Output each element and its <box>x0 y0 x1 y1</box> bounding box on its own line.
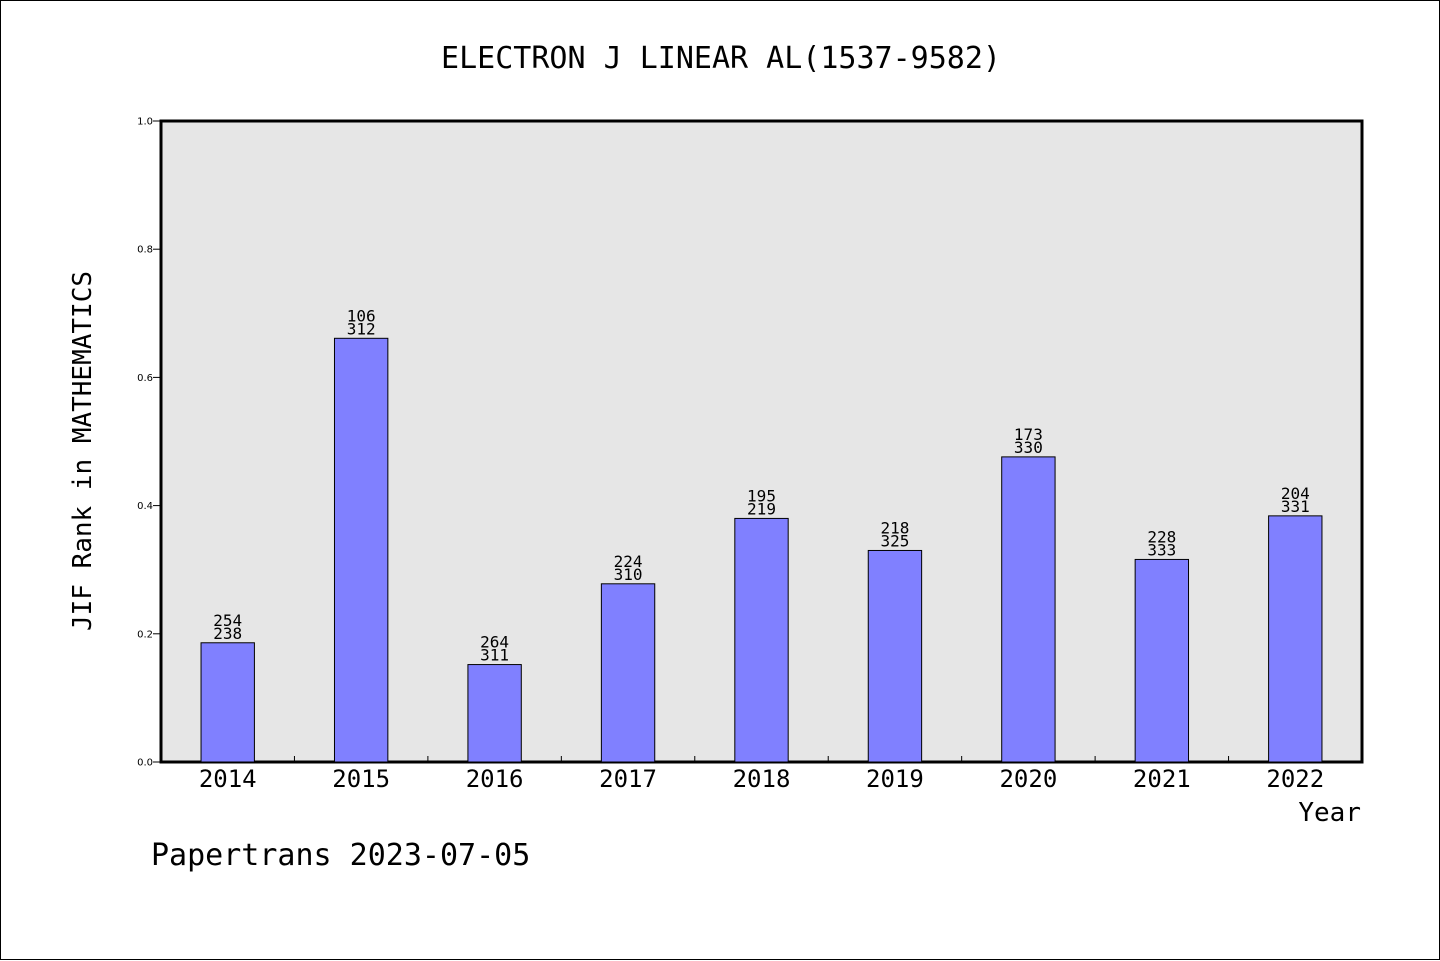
x-tick-label: 2014 <box>199 765 257 793</box>
footer-credit: Papertrans 2023-07-05 <box>151 838 530 873</box>
bar-total-label: 330 <box>1014 438 1043 457</box>
x-tick-label: 2021 <box>1133 765 1191 793</box>
x-axis-tick-labels: 2014 2015 2016 2017 2018 2019 2020 2021 2022 <box>199 765 1324 793</box>
bar-2014 <box>200 642 255 763</box>
x-tick-label: 2015 <box>332 765 390 793</box>
bar-rank-label: 228 <box>1147 527 1176 546</box>
bar-total-label: 331 <box>1281 497 1310 516</box>
bar-rank-label: 106 <box>347 306 376 325</box>
x-axis-title: Year <box>1298 798 1361 828</box>
bar-2016 <box>467 664 522 763</box>
x-tick-label: 2019 <box>866 765 924 793</box>
y-axis-ticks: 0.0 0.2 0.4 0.6 0.8 1.0 <box>137 117 161 769</box>
bar-rank-label: 195 <box>747 486 776 505</box>
y-tick-label: 0.0 <box>137 758 153 769</box>
bar-labels-group: 2542381063122643112243101952192183251733… <box>213 306 1309 664</box>
bar-total-label: 238 <box>213 624 242 643</box>
bar-total-label: 312 <box>347 319 376 338</box>
y-tick-label: 0.2 <box>137 629 153 640</box>
bar-rank-label: 204 <box>1281 484 1310 503</box>
bar-2018 <box>734 517 789 763</box>
bar-rank-label: 218 <box>880 518 909 537</box>
y-tick-label: 0.4 <box>137 501 153 512</box>
x-axis-separators <box>293 756 1230 762</box>
bar-2019 <box>867 549 923 763</box>
bar-total-label: 219 <box>747 499 776 518</box>
bar-rank-label: 264 <box>480 633 509 652</box>
bars-group <box>200 337 1323 763</box>
bar-rank-label: 173 <box>1014 425 1043 444</box>
bar-total-label: 310 <box>614 565 643 584</box>
bar-total-label: 333 <box>1147 540 1176 559</box>
bar-rank-label: 254 <box>213 611 242 630</box>
bar-2021 <box>1134 558 1190 763</box>
chart-title: ELECTRON J LINEAR AL(1537-9582) <box>441 41 1001 76</box>
y-tick-label: 1.0 <box>137 117 153 128</box>
x-tick-label: 2018 <box>733 765 791 793</box>
y-tick-label: 0.8 <box>137 245 153 256</box>
bar-2015 <box>333 337 389 763</box>
bar-2022 <box>1268 515 1323 763</box>
bar-2020 <box>1001 456 1056 763</box>
x-tick-label: 2017 <box>599 765 657 793</box>
bar-rank-label: 224 <box>614 552 643 571</box>
bar-2017 <box>600 583 656 763</box>
bar-total-label: 325 <box>880 531 909 550</box>
x-tick-label: 2022 <box>1266 765 1324 793</box>
y-axis-title: JIF Rank in MATHEMATICS <box>68 271 98 631</box>
y-tick-label: 0.6 <box>137 373 153 384</box>
bar-total-label: 311 <box>480 646 509 665</box>
x-tick-label: 2016 <box>466 765 524 793</box>
x-tick-label: 2020 <box>999 765 1057 793</box>
